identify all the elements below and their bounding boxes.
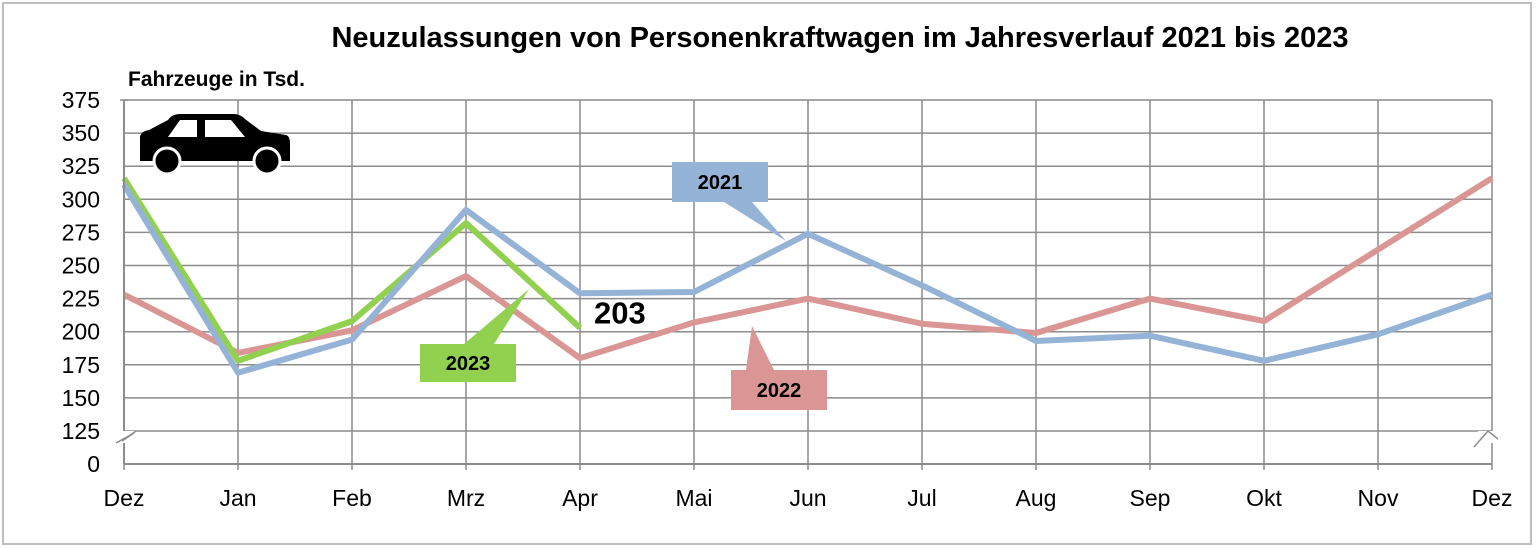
line-chart: 0 125 150 175 200 225 250 275 300 325 350 375 Dez Jan…: [62, 22, 1513, 511]
axis-break-mark-left: [115, 430, 137, 444]
callout-pointer-2022: [746, 326, 774, 370]
callout-pointer-2023: [464, 289, 529, 344]
y-tick-label: 200: [62, 319, 100, 345]
callout-box-2022: [731, 370, 827, 410]
x-tick-label: Sep: [1130, 485, 1171, 511]
x-tick-label: Jun: [789, 485, 826, 511]
x-tick-label: Feb: [332, 485, 372, 511]
value-annotation: 203: [594, 296, 646, 331]
x-tick-label: Mai: [675, 485, 712, 511]
y-tick-label: 325: [62, 153, 100, 179]
series-lines: [121, 175, 1494, 376]
axis-break-gap-left: [112, 431, 136, 443]
legend-label-2022: 2022: [757, 380, 802, 402]
y-tick-label: 125: [62, 418, 100, 444]
y-tick-label: 250: [62, 253, 100, 279]
y-tick-label: 150: [62, 385, 100, 411]
y-tick-label: 375: [62, 87, 100, 113]
axes: [112, 99, 1504, 470]
x-tick-label: Dez: [104, 485, 145, 511]
tick-labels: 0 125 150 175 200 225 250 275 300 325 350 375 Dez Jan…: [62, 87, 1513, 511]
y-tick-label: 300: [62, 186, 100, 212]
car-icon: [140, 114, 290, 176]
x-tick-label: Jul: [907, 485, 936, 511]
y-tick-label: 350: [62, 120, 100, 146]
x-tick-label: Apr: [562, 485, 598, 511]
chart-title: Neuzulassungen von Personenkraftwagen im…: [331, 22, 1348, 54]
axis-break-mark-right: [1473, 429, 1499, 448]
x-tick-label: Jan: [219, 485, 256, 511]
y-tick-label: 275: [62, 219, 100, 245]
callout-box-2021: [672, 162, 768, 202]
y-tick-label: 0: [87, 451, 100, 477]
y-tick-label: 175: [62, 352, 100, 378]
x-tick-label: Mrz: [447, 485, 485, 511]
series-callouts: 2021 2022 2023 203: [420, 162, 827, 410]
x-tick-label: Dez: [1472, 485, 1513, 511]
callout-box-2023: [420, 344, 516, 382]
x-tick-label: Nov: [1358, 485, 1399, 511]
x-tick-label: Okt: [1246, 485, 1282, 511]
y-axis-label: Fahrzeuge in Tsd.: [128, 68, 305, 91]
callout-pointer-2021: [724, 202, 786, 241]
legend-label-2021: 2021: [698, 172, 743, 194]
y-tick-label: 225: [62, 286, 100, 312]
legend-label-2023: 2023: [446, 353, 491, 375]
x-tick-label: Aug: [1016, 485, 1057, 511]
